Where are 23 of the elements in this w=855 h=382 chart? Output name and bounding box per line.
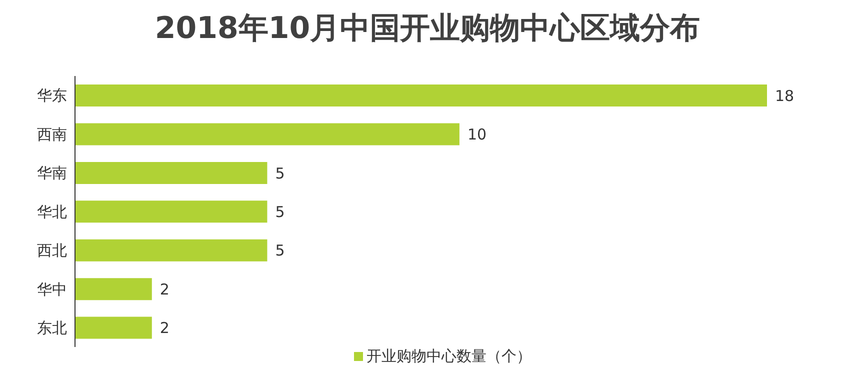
data-label: 2 xyxy=(160,280,170,298)
data-label: 5 xyxy=(275,202,285,221)
bar xyxy=(75,239,268,262)
data-label: 10 xyxy=(467,126,487,144)
y-tick-label: 华北 xyxy=(37,202,67,221)
y-tick-label: 华南 xyxy=(37,164,67,182)
legend-label: 开业购物中心数量（个） xyxy=(366,347,532,365)
chart-title: 2018年10月中国开业购物中心区域分布 xyxy=(154,10,702,48)
data-label: 18 xyxy=(775,86,794,105)
data-label: 5 xyxy=(275,242,285,260)
bar xyxy=(75,162,268,184)
bar xyxy=(75,278,152,300)
y-tick-label: 西北 xyxy=(37,242,67,260)
y-tick-label: 华中 xyxy=(37,280,67,298)
y-tick-label: 华东 xyxy=(37,86,67,105)
bar xyxy=(75,84,767,107)
data-label: 5 xyxy=(275,164,285,182)
y-tick-label: 东北 xyxy=(37,318,67,337)
y-tick-label: 西南 xyxy=(37,125,67,144)
bar xyxy=(75,200,268,223)
bar xyxy=(75,123,460,146)
data-label: 2 xyxy=(160,319,170,338)
bar xyxy=(75,316,152,339)
